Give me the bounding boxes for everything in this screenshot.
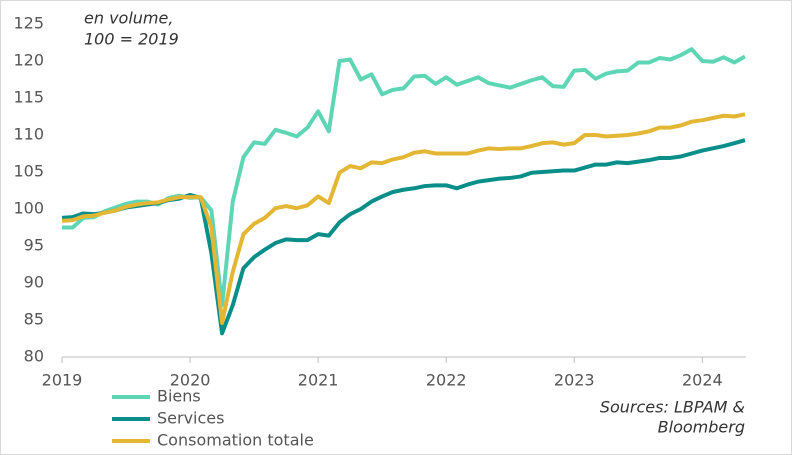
series-line (61, 112, 746, 325)
source: Sources: LBPAM & (600, 398, 745, 417)
y-tick-label: 105 (13, 162, 44, 181)
legend-label: Services (157, 409, 224, 428)
x-tick-label: 2024 (682, 371, 723, 390)
y-tick-label: 100 (13, 199, 44, 218)
y-tick-label: 95 (24, 236, 44, 255)
legend-label: Biens (157, 387, 201, 406)
y-tick-label: 115 (13, 88, 44, 107)
x-tick-label: 2021 (298, 371, 339, 390)
x-tick-label: 2020 (170, 371, 211, 390)
source: Bloomberg (658, 418, 745, 437)
annotation: 100 = 2019 (84, 30, 179, 49)
y-tick-label: 125 (13, 14, 44, 33)
x-tick-label: 2019 (42, 371, 83, 390)
y-tick-label: 80 (24, 347, 44, 366)
y-tick-label: 85 (24, 310, 44, 329)
annotation: en volume, (84, 9, 173, 28)
x-tick-label: 2022 (426, 371, 467, 390)
y-tick-label: 120 (13, 51, 44, 70)
y-tick-label: 90 (24, 273, 44, 292)
x-tick-label: 2023 (554, 371, 595, 390)
legend-label: Consomation totale (157, 431, 314, 450)
y-tick-label: 110 (13, 125, 44, 144)
